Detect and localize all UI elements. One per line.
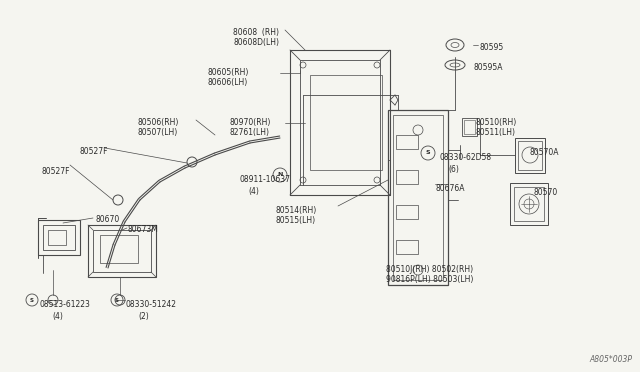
Text: N: N [277, 173, 283, 177]
Text: 80511(LH): 80511(LH) [475, 128, 515, 137]
Bar [464, 120, 475, 134]
Bar [393, 115, 443, 280]
Bar [396, 240, 418, 254]
Bar [510, 183, 548, 225]
Text: S: S [115, 298, 119, 302]
Bar [38, 220, 80, 255]
Text: (4): (4) [248, 187, 259, 196]
Text: 80527F: 80527F [42, 167, 70, 176]
Text: (2): (2) [138, 312, 148, 321]
Text: 80507(LH): 80507(LH) [137, 128, 177, 137]
Text: 08911-10637: 08911-10637 [240, 175, 291, 184]
Text: 80595A: 80595A [474, 63, 504, 72]
Bar [515, 138, 545, 173]
Text: 80670: 80670 [95, 215, 119, 224]
Text: 80595: 80595 [479, 43, 503, 52]
Text: 08513-61223: 08513-61223 [40, 300, 91, 309]
Text: 80515(LH): 80515(LH) [276, 216, 316, 225]
Bar [88, 225, 156, 277]
Bar [514, 187, 544, 221]
Bar [396, 205, 418, 219]
Text: 80510(RH): 80510(RH) [475, 118, 516, 127]
Bar [310, 75, 382, 170]
Bar [462, 118, 477, 136]
Text: S: S [30, 298, 34, 302]
Text: 80608  (RH): 80608 (RH) [233, 28, 279, 37]
Text: 80676A: 80676A [435, 184, 465, 193]
Text: 80606(LH): 80606(LH) [208, 78, 248, 87]
Text: 80970(RH): 80970(RH) [230, 118, 271, 127]
Text: A805*003P: A805*003P [589, 355, 632, 364]
Text: 08330-51242: 08330-51242 [126, 300, 177, 309]
Text: 80514(RH): 80514(RH) [276, 206, 317, 215]
Text: (6): (6) [448, 165, 459, 174]
Text: 80527F: 80527F [80, 147, 109, 156]
Text: 80605(RH): 80605(RH) [208, 68, 250, 77]
Bar [43, 225, 75, 250]
Text: 80608D(LH): 80608D(LH) [233, 38, 279, 47]
Text: (4): (4) [52, 312, 63, 321]
Bar [396, 170, 418, 184]
Text: 08330-62D58: 08330-62D58 [440, 153, 492, 162]
Text: 80570A: 80570A [530, 148, 559, 157]
Bar [100, 235, 138, 263]
Bar [518, 141, 542, 170]
Text: 80510J(RH) 80502(RH): 80510J(RH) 80502(RH) [386, 265, 473, 274]
Text: S: S [426, 151, 430, 155]
Bar [93, 230, 151, 272]
Bar [388, 110, 448, 285]
Bar [396, 135, 418, 149]
Text: 82761(LH): 82761(LH) [230, 128, 270, 137]
Text: 80506(RH): 80506(RH) [137, 118, 179, 127]
Text: 80570: 80570 [534, 188, 558, 197]
Bar [48, 230, 66, 245]
Text: 90816P(LH) 80503(LH): 90816P(LH) 80503(LH) [386, 275, 474, 284]
Text: 80673M: 80673M [127, 225, 158, 234]
